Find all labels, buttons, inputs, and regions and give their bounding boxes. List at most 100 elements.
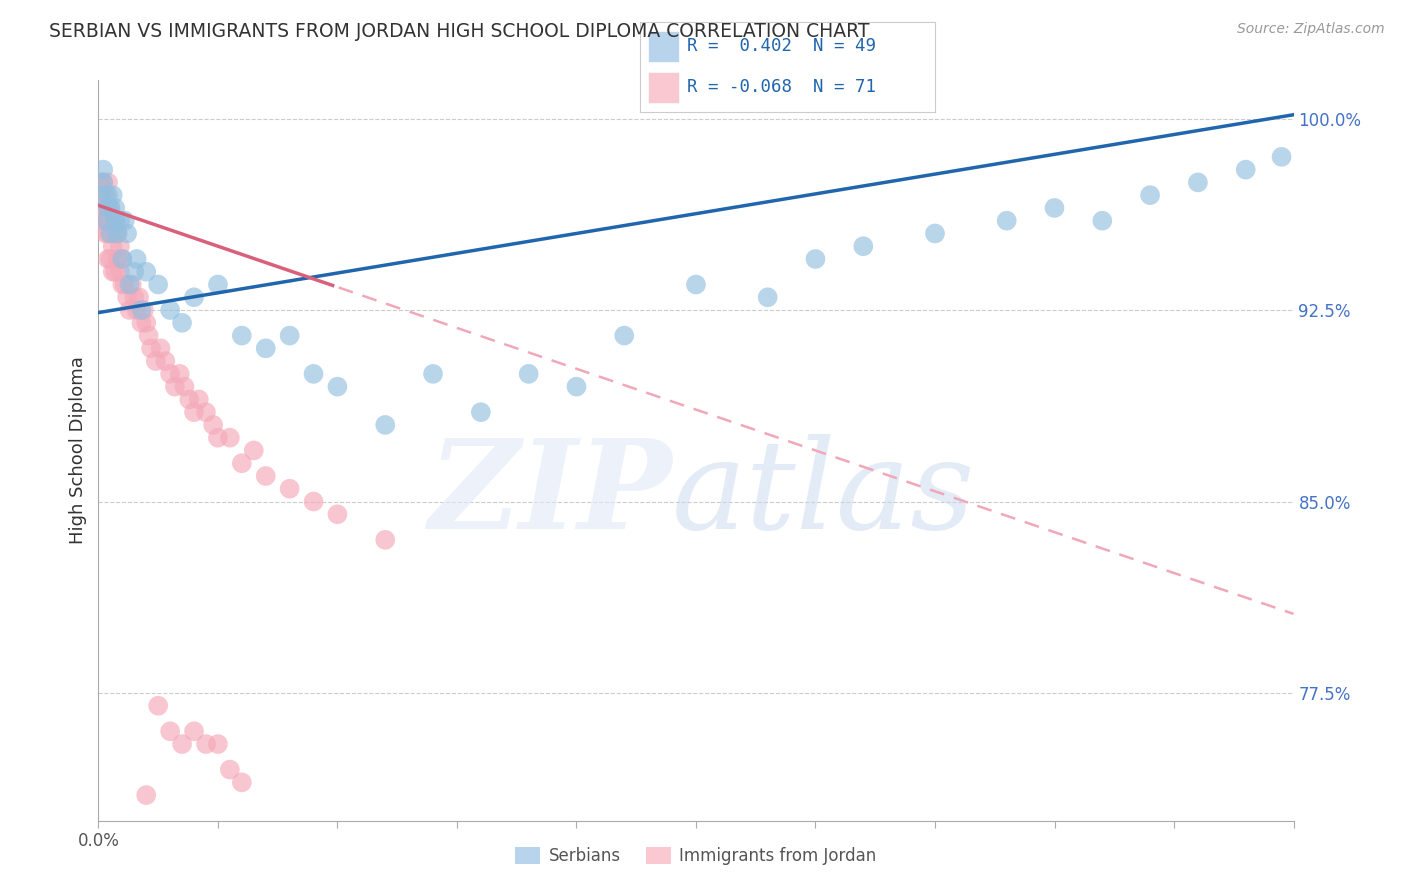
Point [91,162,114,177]
Point [159,724,181,739]
Point [91,175,114,189]
Point [145,354,167,368]
Point [125,252,148,266]
Point [155,354,177,368]
Y-axis label: High School Diploma: High School Diploma [69,357,87,544]
Point [90,175,112,189]
Point [231,456,253,470]
Point [172,737,194,751]
Point [422,367,444,381]
Text: R = -0.068  N = 71: R = -0.068 N = 71 [688,78,876,96]
Point [183,290,205,304]
Point [1091,213,1114,227]
Point [326,379,349,393]
Point [98,227,122,241]
Point [91,213,114,227]
Point [852,239,875,253]
Point [101,188,124,202]
Point [202,417,225,432]
Point [1234,162,1257,177]
Point [231,775,253,789]
Point [685,277,707,292]
Point [374,533,396,547]
Point [107,252,129,266]
Text: R =  0.402  N = 49: R = 0.402 N = 49 [688,37,876,55]
Point [278,482,301,496]
Point [219,431,242,445]
Point [302,367,325,381]
Text: ZIP: ZIP [429,434,672,556]
Point [124,265,146,279]
Point [138,328,160,343]
Point [374,417,396,432]
Point [104,213,127,227]
Legend: Serbians, Immigrants from Jordan: Serbians, Immigrants from Jordan [509,840,883,871]
Point [1271,150,1294,164]
Point [148,277,170,292]
Point [207,431,229,445]
Point [470,405,492,419]
Bar [648,32,678,61]
Point [111,252,134,266]
Point [163,379,186,393]
Point [125,303,148,318]
Point [101,213,124,227]
Point [104,227,127,241]
Point [132,303,155,318]
Text: SERBIAN VS IMMIGRANTS FROM JORDAN HIGH SCHOOL DIPLOMA CORRELATION CHART: SERBIAN VS IMMIGRANTS FROM JORDAN HIGH S… [49,22,870,41]
Point [94,213,117,227]
Point [756,290,779,304]
Point [98,252,122,266]
Point [1139,188,1161,202]
Point [254,469,277,483]
Point [104,265,127,279]
Point [302,494,325,508]
Point [94,227,117,241]
Point [97,227,120,241]
Point [98,201,122,215]
Point [111,277,134,292]
Point [115,290,138,304]
Point [219,763,242,777]
Point [94,188,117,202]
Point [231,328,253,343]
Point [924,227,946,241]
Point [139,342,162,356]
Point [128,290,150,304]
Point [243,443,266,458]
Point [94,201,117,215]
Bar [648,73,678,102]
Point [107,227,129,241]
Point [183,405,205,419]
Point [108,213,131,227]
Point [114,277,136,292]
Point [124,290,146,304]
Point [135,316,157,330]
Point [149,342,172,356]
Point [104,213,127,227]
Point [195,405,218,419]
Point [98,227,122,241]
Point [90,188,112,202]
Point [159,303,181,318]
Point [97,188,120,202]
Point [107,227,129,241]
Point [195,737,218,751]
Point [169,367,191,381]
Point [121,277,143,292]
Point [995,213,1018,227]
Point [207,277,229,292]
Point [135,788,157,802]
Point [97,175,120,189]
Point [114,213,136,227]
Point [108,239,131,253]
Point [131,316,153,330]
Point [187,392,209,407]
Point [804,252,827,266]
Point [1187,175,1209,189]
Point [90,213,112,227]
Point [108,265,131,279]
Point [183,724,205,739]
Text: Source: ZipAtlas.com: Source: ZipAtlas.com [1237,22,1385,37]
Point [111,252,134,266]
